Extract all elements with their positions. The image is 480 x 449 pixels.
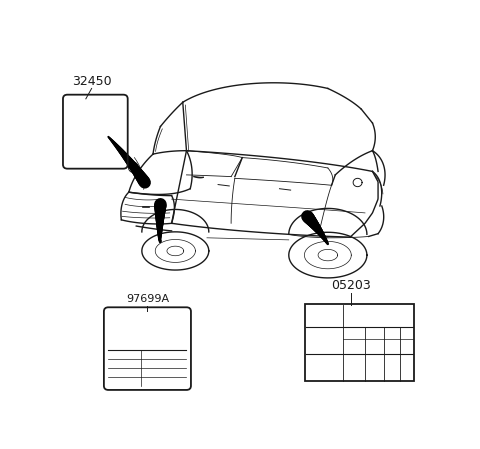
Text: 32450: 32450 (72, 75, 111, 88)
Text: 05203: 05203 (331, 279, 371, 292)
Text: 97699A: 97699A (126, 294, 169, 304)
